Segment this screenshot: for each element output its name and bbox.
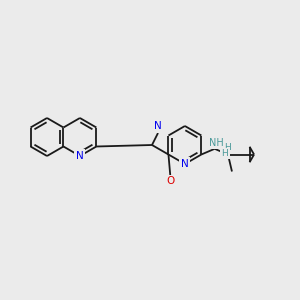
Text: NH: NH [209, 138, 224, 148]
Text: H: H [222, 149, 228, 158]
Text: H: H [225, 143, 231, 152]
Text: N: N [154, 121, 162, 131]
Text: N: N [181, 159, 189, 169]
Text: N: N [76, 151, 84, 161]
Text: O: O [166, 176, 175, 187]
